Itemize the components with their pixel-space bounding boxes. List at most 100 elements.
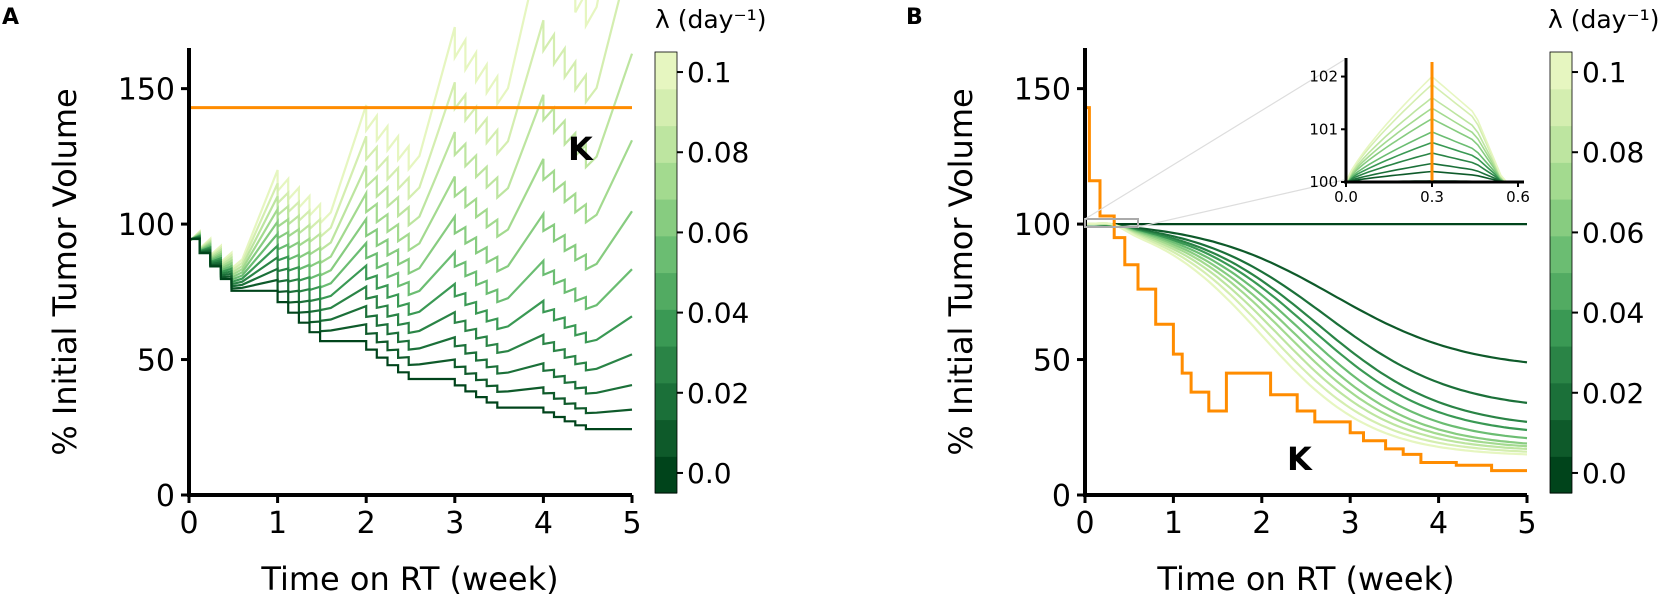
inset-connector-line — [1084, 59, 1345, 220]
y-tick-label: 150 — [1014, 73, 1071, 108]
colorbar-outline — [1549, 51, 1573, 494]
panel-b-series-group — [1084, 222, 1528, 456]
colorbar-tick-label: 0.0 — [687, 457, 732, 490]
series-line — [1084, 222, 1528, 453]
panel-a-chart: K 0 1 2 3 4 5 0 50 100 150 Time on RT (week) % I… — [46, 0, 642, 598]
y-tick-label: 0 — [1052, 479, 1071, 514]
panel-a-colorbar: λ (day⁻¹) 0.0 0.02 0.04 0.06 0.08 0.1 — [654, 5, 766, 494]
series-line — [187, 0, 600, 271]
panel-b-colorbar-ticks: 0.0 0.02 0.04 0.06 0.08 0.1 — [1572, 56, 1644, 490]
colorbar-cell — [655, 456, 677, 494]
panel-b-x-ticks: 0 1 2 3 4 5 — [1075, 495, 1537, 541]
inset-chart: 0.0 0.3 0.6 100 101 102 — [1309, 58, 1530, 206]
colorbar-cell — [655, 125, 677, 163]
colorbar-cell — [1550, 162, 1572, 200]
y-tick-label: 100 — [118, 208, 175, 243]
panel-a-x-axis-title: Time on RT (week) — [260, 560, 558, 598]
inset-y-tick-label: 102 — [1309, 68, 1338, 86]
colorbar-outline — [654, 51, 678, 494]
colorbar-tick-label: 0.02 — [687, 377, 749, 410]
series-line — [187, 224, 633, 395]
colorbar-tick-label: 0.0 — [1582, 457, 1627, 490]
series-line — [1084, 222, 1528, 423]
panel-letter-a: A — [2, 5, 19, 30]
colorbar-cell — [1550, 309, 1572, 347]
series-line — [187, 0, 621, 274]
series-line — [1084, 222, 1528, 364]
panel-letter-b: B — [906, 5, 923, 30]
panel-b-colorbar-title: λ (day⁻¹) — [1548, 5, 1659, 34]
colorbar-tick-label: 0.04 — [687, 297, 749, 330]
x-tick-label: 1 — [1164, 506, 1183, 541]
y-tick-label: 150 — [118, 73, 175, 108]
y-tick-label: 100 — [1014, 208, 1071, 243]
panel-b-y-ticks: 0 50 100 150 — [1014, 73, 1085, 514]
series-line — [187, 139, 633, 278]
colorbar-cell — [655, 346, 677, 384]
x-tick-label: 3 — [1341, 506, 1360, 541]
y-tick-label: 50 — [1033, 344, 1071, 379]
x-tick-label: 5 — [1517, 506, 1536, 541]
panel-b-y-axis-title: % Initial Tumor Volume — [942, 88, 980, 455]
panel-a-series-group — [187, 0, 634, 431]
series-line — [1084, 222, 1528, 432]
colorbar-cell — [655, 382, 677, 421]
series-line — [1084, 222, 1528, 440]
colorbar-tick-label: 0.1 — [1582, 56, 1627, 89]
x-tick-label: 3 — [445, 506, 464, 541]
colorbar-cell — [655, 199, 677, 237]
colorbar-cell — [1550, 88, 1572, 127]
colorbar-cell — [655, 309, 677, 347]
inset-x-tick-label: 0.0 — [1334, 188, 1358, 206]
panel-a-x-ticks: 0 1 2 3 4 5 — [179, 495, 642, 541]
inset-x-tick-label: 0.3 — [1420, 188, 1444, 206]
colorbar-cell — [1550, 235, 1572, 274]
colorbar-cell — [1550, 456, 1572, 494]
series-line — [187, 224, 633, 344]
y-tick-label: 0 — [156, 479, 175, 514]
x-tick-label: 0 — [179, 506, 198, 541]
inset-zoom-box — [1084, 218, 1139, 228]
inset-y-tick-label: 101 — [1309, 120, 1338, 138]
colorbar-tick-label: 0.1 — [687, 56, 732, 89]
colorbar-cell — [1550, 125, 1572, 163]
colorbar-tick-label: 0.06 — [1582, 216, 1644, 249]
colorbar-cell — [1550, 419, 1572, 457]
series-line — [1084, 222, 1528, 448]
series-line — [1084, 222, 1528, 445]
x-tick-label: 1 — [268, 506, 287, 541]
series-line — [1084, 222, 1528, 450]
series-line — [1084, 222, 1528, 456]
panel-a-colorbar-title: λ (day⁻¹) — [655, 5, 766, 34]
panel-b-chart: K 0 1 2 3 4 5 0 50 100 150 Time on RT (week) % I… — [942, 48, 1537, 598]
panel-a-y-ticks: 0 50 100 150 — [118, 73, 189, 514]
colorbar-tick-label: 0.02 — [1582, 377, 1644, 410]
colorbar-cell — [655, 52, 677, 90]
colorbar-cell — [655, 272, 677, 310]
colorbar-cell — [1550, 272, 1572, 310]
inset-x-tick-label: 0.6 — [1506, 188, 1530, 206]
series-line — [187, 224, 633, 372]
colorbar-cell — [1550, 199, 1572, 237]
panel-b-x-axis-title: Time on RT (week) — [1156, 560, 1454, 598]
panel-a-k-label: K — [568, 130, 594, 168]
colorbar-cell — [655, 235, 677, 274]
colorbar-tick-label: 0.08 — [687, 136, 749, 169]
y-tick-label: 50 — [137, 344, 175, 379]
x-tick-label: 4 — [534, 506, 553, 541]
colorbar-tick-label: 0.06 — [687, 216, 749, 249]
colorbar-cell — [1550, 346, 1572, 384]
colorbar-cell — [1550, 382, 1572, 421]
series-line — [1084, 222, 1528, 404]
panel-b-colorbar-cells — [1549, 51, 1573, 494]
inset-x-ticks: 0.0 0.3 0.6 — [1334, 182, 1530, 206]
colorbar-cell — [655, 88, 677, 127]
colorbar-tick-label: 0.08 — [1582, 136, 1644, 169]
inset-y-ticks: 100 101 102 — [1309, 68, 1346, 191]
x-tick-label: 5 — [622, 506, 641, 541]
series-line — [187, 224, 633, 415]
series-line — [187, 53, 634, 276]
panel-a-y-axis-title: % Initial Tumor Volume — [46, 88, 84, 455]
inset-y-tick-label: 100 — [1309, 173, 1338, 191]
colorbar-cell — [655, 162, 677, 200]
